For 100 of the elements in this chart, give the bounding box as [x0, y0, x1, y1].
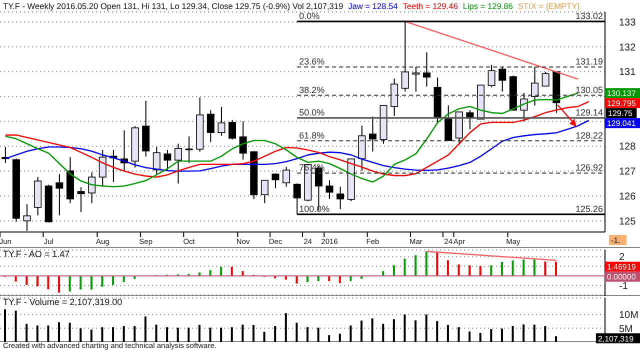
candlestick	[98, 149, 106, 188]
bar	[479, 332, 482, 342]
y-tick-label: 2	[619, 252, 625, 264]
annotation: 50.0%	[299, 107, 325, 118]
bar	[522, 324, 525, 342]
candlestick	[152, 146, 160, 175]
bar	[317, 328, 320, 342]
bar	[458, 264, 460, 276]
bar	[14, 310, 17, 342]
bar	[220, 328, 222, 342]
bar	[4, 309, 6, 342]
ref-line-label: 129.14	[575, 107, 603, 118]
bar	[371, 318, 374, 342]
annotation: 100.0%	[299, 204, 330, 214]
candlestick	[542, 71, 550, 87]
candlestick	[444, 104, 452, 142]
y-tick-label: 133	[619, 17, 636, 28]
bar	[36, 326, 38, 342]
candlestick	[260, 180, 268, 204]
bar	[414, 255, 417, 276]
bar	[490, 265, 492, 276]
candlestick	[422, 52, 430, 88]
bar	[468, 265, 471, 276]
bar	[220, 266, 222, 276]
bar	[68, 322, 71, 342]
bar	[80, 328, 82, 342]
candlestick	[326, 180, 334, 200]
bar	[544, 262, 546, 276]
candlestick	[77, 186, 85, 213]
annotation: 0.0%	[299, 10, 320, 21]
bar	[274, 326, 276, 342]
y-tick-label: 132	[619, 42, 636, 54]
bar	[242, 271, 244, 276]
candlestick	[239, 120, 247, 160]
y-tick-label: 128	[619, 142, 636, 153]
candlestick	[390, 78, 398, 116]
bar	[446, 260, 449, 276]
bar	[209, 270, 212, 276]
bar	[58, 322, 60, 342]
ref-line-label: 125.26	[575, 204, 603, 214]
bar	[458, 327, 460, 342]
bar	[554, 262, 557, 276]
bar	[101, 327, 104, 342]
bar	[47, 276, 50, 290]
text: Teeth = 129.46	[402, 1, 458, 11]
bar	[209, 328, 212, 342]
bar	[101, 276, 104, 287]
bar	[350, 326, 352, 342]
candlestick	[218, 106, 226, 136]
bar	[490, 329, 492, 342]
bar	[425, 314, 428, 342]
bar	[122, 326, 125, 342]
bar	[188, 328, 190, 342]
candlestick	[531, 66, 539, 106]
ref-line-label: 133.02	[575, 10, 603, 21]
y-tick-label: 10M	[619, 310, 638, 321]
annotation: 38.2%	[299, 84, 325, 95]
bar	[382, 324, 384, 342]
annotation: 23.6%	[299, 56, 325, 66]
text: Jaw = 128.54	[348, 1, 398, 11]
text: 1.46919	[606, 262, 636, 272]
bar	[512, 326, 514, 342]
candlestick	[185, 136, 193, 164]
y-tick-label: -1	[619, 280, 628, 292]
text: 129.041	[606, 119, 636, 128]
bar	[155, 324, 158, 342]
candlestick	[206, 110, 214, 143]
annotation: 61.8%	[299, 130, 325, 140]
bar	[328, 335, 330, 342]
bar	[26, 276, 28, 285]
bar	[404, 258, 406, 276]
bar	[296, 276, 298, 284]
bar	[338, 334, 341, 342]
ref-line-label: 131.19	[575, 56, 603, 66]
chart-title: TY.F - Volume = 2,107,319.00	[3, 297, 122, 307]
candlestick	[56, 174, 64, 216]
bar	[436, 321, 438, 342]
ref-line-label: 130.05	[575, 84, 603, 95]
bar	[26, 324, 28, 342]
ref-line-label: 128.22	[575, 130, 603, 140]
bar	[522, 260, 525, 276]
y-tick-label: 127	[619, 166, 636, 178]
bar	[47, 326, 50, 342]
bar	[500, 328, 503, 342]
text: Lips = 129.86	[462, 1, 514, 11]
bar	[533, 260, 536, 276]
candlestick	[164, 149, 172, 172]
bar	[479, 266, 482, 276]
bar	[36, 276, 38, 286]
bar	[425, 251, 428, 276]
text: 130.137	[606, 89, 636, 98]
bar	[296, 322, 298, 342]
bar	[404, 314, 406, 342]
bar	[436, 252, 438, 276]
bar	[68, 276, 71, 292]
bar	[544, 326, 546, 342]
bar	[360, 320, 363, 342]
bar	[166, 327, 168, 342]
candlestick	[488, 64, 496, 88]
bar	[80, 276, 82, 290]
